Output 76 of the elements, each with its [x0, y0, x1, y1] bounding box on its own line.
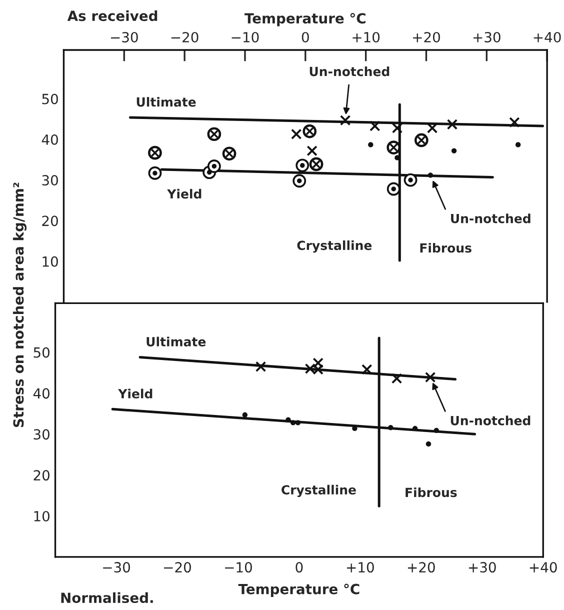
point	[286, 417, 291, 422]
point	[148, 166, 162, 180]
x-tick-label: −10	[225, 562, 252, 573]
x-tick-label: +10	[352, 32, 380, 42]
x-tick-label: −20	[164, 562, 191, 573]
x-tick-label: −30	[110, 32, 138, 42]
x-tick-label: +30	[468, 562, 496, 573]
point	[309, 157, 324, 172]
point	[312, 358, 324, 368]
annotation: Crystalline	[297, 240, 372, 253]
point	[414, 133, 428, 148]
x-tick-label: +20	[408, 562, 435, 573]
x-tick-label: −20	[171, 32, 198, 42]
point	[295, 420, 301, 426]
y-tick-label: 50	[34, 347, 50, 358]
point	[426, 441, 432, 447]
y-tick-label: 10	[34, 510, 50, 522]
x-tick-label: +30	[473, 32, 500, 42]
annotation: Un-notched	[450, 416, 530, 426]
y-tick-label: 40	[33, 388, 50, 399]
point	[255, 361, 266, 372]
point	[362, 364, 372, 375]
y-tick-label: 10	[42, 256, 58, 267]
x-tick-label: +10	[347, 562, 374, 573]
point	[148, 146, 162, 160]
point	[302, 124, 317, 138]
point	[306, 145, 318, 156]
text: Normalised.	[61, 592, 153, 604]
y-tick-label: 40	[42, 134, 58, 145]
point	[386, 182, 400, 196]
annotation: Fibrous	[406, 487, 457, 498]
x-axis-title: Temperature °C	[238, 584, 360, 598]
annotation: Un-notched	[310, 66, 390, 76]
y-tick-label: 20	[42, 216, 58, 226]
point	[207, 160, 221, 173]
series-label: Ultimate	[136, 97, 196, 107]
x-tick-label: +20	[413, 32, 440, 42]
point	[515, 142, 521, 148]
x-tick-label: 0	[296, 562, 303, 573]
point	[428, 172, 434, 178]
point	[451, 148, 457, 154]
x-tick-label: −30	[103, 562, 130, 573]
point	[404, 173, 418, 187]
point	[242, 412, 248, 418]
point	[207, 127, 222, 142]
point	[446, 119, 458, 130]
point	[509, 116, 520, 128]
point	[292, 174, 306, 188]
point	[368, 142, 374, 148]
series-label: Yield	[167, 188, 202, 199]
annotation: Crystalline	[282, 484, 356, 498]
series-label: Yield	[118, 388, 152, 398]
x-tick-label: −10	[232, 32, 259, 42]
point	[296, 158, 310, 172]
point	[222, 146, 236, 161]
point	[370, 120, 380, 132]
series-label: Ultimate	[146, 336, 206, 346]
point	[391, 373, 402, 384]
point	[290, 128, 302, 140]
x-axis-title: Temperature °C	[244, 12, 366, 26]
y-tick-label: 20	[34, 470, 50, 481]
x-tick-label: 0	[302, 32, 309, 42]
point	[392, 122, 403, 134]
x-tick-label: +40	[530, 562, 557, 573]
y-axis-title: Stress on notched area kg/mm²	[12, 182, 27, 428]
y-tick-label: 30	[34, 429, 50, 440]
point	[290, 420, 296, 426]
y-tick-label: 50	[42, 94, 58, 104]
point	[388, 424, 394, 430]
annotation: Un-notched	[451, 214, 530, 224]
x-tick-label: +40	[534, 32, 561, 42]
text: As received	[67, 10, 158, 22]
point	[434, 428, 440, 434]
annotation: Fibrous	[420, 242, 472, 253]
y-tick-label: 30	[42, 175, 58, 186]
point	[340, 114, 351, 126]
